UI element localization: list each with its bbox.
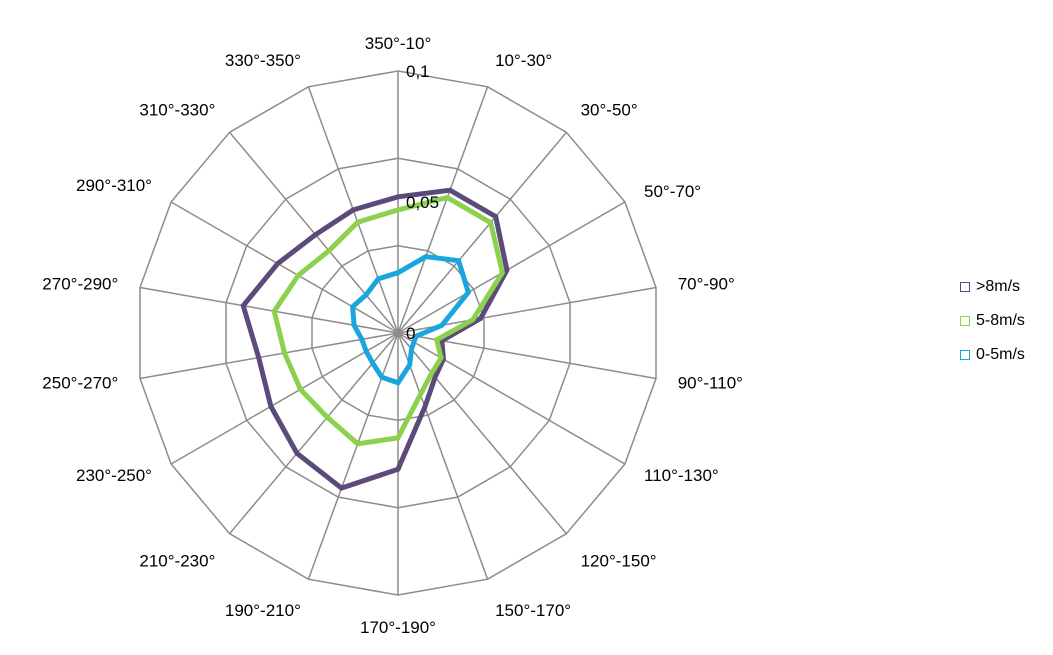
category-label: 190°-210°: [225, 601, 301, 620]
radial-tick-label: 0,05: [406, 193, 439, 212]
category-label: 70°-90°: [678, 275, 735, 294]
grid-spoke: [397, 332, 489, 580]
category-label: 30°-50°: [581, 100, 638, 119]
category-label: 210°-230°: [139, 552, 215, 571]
category-label: 150°-170°: [495, 601, 571, 620]
category-label: 10°-30°: [495, 51, 552, 70]
category-label: 120°-150°: [581, 552, 657, 571]
radial-tick-label: 0: [406, 324, 415, 343]
category-label: 290°-310°: [76, 176, 152, 195]
legend: >8m/s 5-8m/s 0-5m/s: [960, 270, 1050, 372]
grid-spoke: [397, 332, 567, 535]
category-label: 270°-290°: [42, 275, 118, 294]
category-label: 250°-270°: [42, 373, 118, 392]
category-label: 350°-10°: [365, 34, 432, 53]
category-label: 50°-70°: [644, 182, 701, 201]
series-line: [240, 187, 510, 491]
grid-spoke: [397, 131, 567, 334]
grid-spoke: [170, 201, 399, 334]
legend-swatch: [960, 350, 970, 360]
category-label: 230°-250°: [76, 466, 152, 485]
grid-spoke: [397, 201, 626, 334]
series-line: [271, 194, 506, 447]
category-label: 330°-350°: [225, 51, 301, 70]
legend-label: >8m/s: [976, 278, 1021, 295]
category-label: 90°-110°: [678, 373, 743, 392]
grid-spoke: [229, 131, 399, 334]
legend-swatch: [960, 316, 970, 326]
legend-item[interactable]: >8m/s: [960, 270, 1050, 304]
legend-label: 0-5m/s: [976, 346, 1025, 363]
legend-label: 5-8m/s: [976, 312, 1025, 329]
grid-spoke: [139, 332, 399, 380]
grid-spoke: [307, 332, 399, 580]
category-label: 110°-130°: [644, 466, 719, 485]
category-label: 170°-190°: [360, 618, 436, 637]
legend-swatch: [960, 282, 970, 292]
radial-tick-label: 0,1: [406, 62, 430, 81]
grid-spoke: [170, 332, 399, 465]
series-line: [350, 254, 472, 386]
legend-item[interactable]: 0-5m/s: [960, 338, 1050, 372]
grid-spoke: [397, 86, 489, 334]
grid-spoke: [229, 332, 399, 535]
grid-spoke: [397, 332, 626, 465]
category-label: 310°-330°: [139, 100, 215, 119]
legend-item[interactable]: 5-8m/s: [960, 304, 1050, 338]
